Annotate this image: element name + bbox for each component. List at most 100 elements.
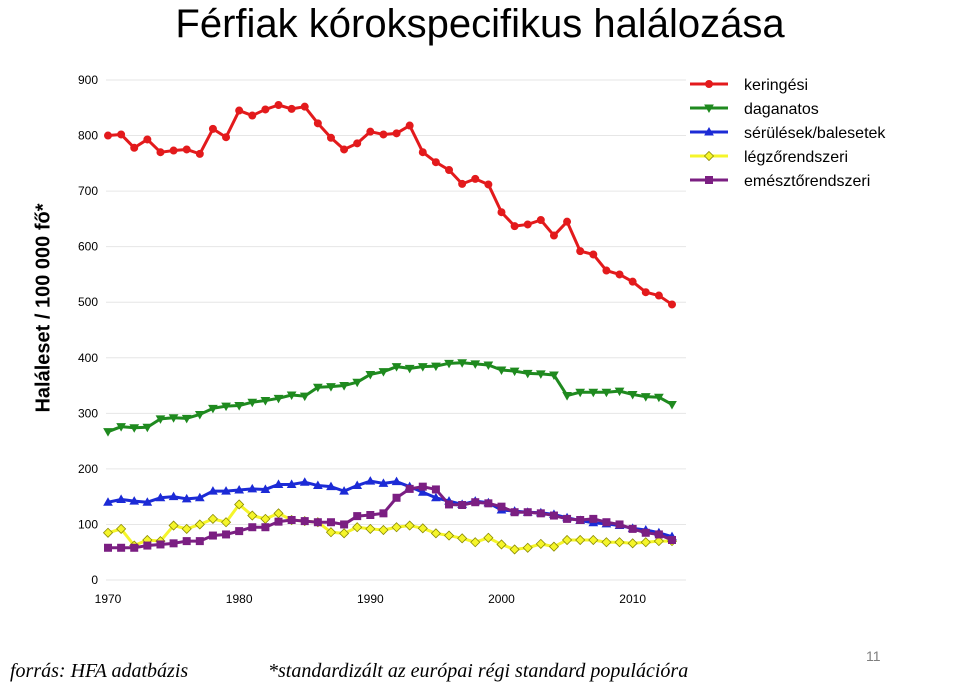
data-point-5-1993 xyxy=(405,484,414,493)
data-point-1-1988 xyxy=(340,145,349,154)
data-point-1-1998 xyxy=(471,174,480,183)
data-point-3-1973 xyxy=(142,497,153,506)
data-point-4-1971 xyxy=(116,523,127,534)
data-point-1-1983 xyxy=(274,101,283,109)
data-point-5-1985 xyxy=(300,517,309,526)
data-point-1-2007 xyxy=(589,250,598,259)
data-point-4-1992 xyxy=(391,522,402,533)
data-point-3-1994 xyxy=(417,487,428,496)
data-point-5-2004 xyxy=(549,511,558,520)
data-point-4-1998 xyxy=(470,537,481,548)
data-point-2-1971 xyxy=(116,423,126,432)
data-point-5-1978 xyxy=(208,531,217,540)
data-point-1-2001 xyxy=(510,222,519,231)
data-point-2-1998 xyxy=(470,360,481,369)
series-5 xyxy=(104,482,676,552)
data-point-3-1982 xyxy=(260,484,271,493)
data-point-4-1989 xyxy=(352,522,363,533)
data-point-3-1977 xyxy=(194,492,205,502)
data-point-2-1987 xyxy=(326,383,336,392)
data-point-2-1986 xyxy=(312,383,323,393)
data-point-1-1980 xyxy=(235,106,244,115)
data-point-5-1972 xyxy=(130,543,139,552)
data-point-4-2009 xyxy=(614,537,625,548)
data-point-1-2013 xyxy=(668,300,676,309)
data-point-5-1971 xyxy=(117,543,126,552)
data-point-5-2001 xyxy=(510,508,519,517)
data-point-2-1991 xyxy=(378,368,389,377)
data-point-1-2002 xyxy=(523,220,532,229)
series-1 xyxy=(104,101,676,309)
data-point-1-2003 xyxy=(536,216,545,224)
data-point-2-2013 xyxy=(667,400,677,410)
data-point-5-1977 xyxy=(195,537,204,546)
data-point-2-1976 xyxy=(181,414,192,424)
legend-label-3: sérülések/balesetek xyxy=(744,125,886,142)
data-point-1-1974 xyxy=(156,148,165,157)
data-point-3-1978 xyxy=(208,486,218,495)
data-point-2-1997 xyxy=(457,359,468,368)
data-point-1-2006 xyxy=(576,247,585,256)
data-point-5-2013 xyxy=(668,536,676,544)
data-point-4-1980 xyxy=(234,499,245,510)
data-point-5-1989 xyxy=(353,512,362,521)
data-point-5-1998 xyxy=(471,498,480,507)
data-point-5-1974 xyxy=(156,540,165,549)
data-point-1-2012 xyxy=(654,291,663,300)
data-point-3-1970 xyxy=(103,497,113,506)
legend: keringési daganatos sérülések/balesetek lég… xyxy=(690,77,886,190)
data-point-5-2002 xyxy=(523,508,532,517)
data-point-1-1973 xyxy=(143,135,152,144)
data-point-2-1982 xyxy=(260,397,271,406)
data-point-3-1991 xyxy=(378,478,389,487)
data-point-2-1978 xyxy=(208,404,218,414)
data-point-1-1989 xyxy=(353,139,362,148)
data-point-1-1993 xyxy=(405,121,414,130)
y-tick-label-200: 200 xyxy=(78,462,98,476)
series-line-1 xyxy=(107,103,673,306)
data-point-1-2011 xyxy=(641,288,650,297)
data-point-1-1970 xyxy=(104,131,112,140)
data-point-2-2001 xyxy=(509,367,520,377)
data-point-2-2007 xyxy=(588,388,599,398)
data-point-4-1999 xyxy=(483,532,494,543)
data-point-4-2012 xyxy=(653,536,664,547)
data-point-5-2009 xyxy=(615,520,624,529)
legend-label-2: daganatos xyxy=(744,101,819,118)
series-2 xyxy=(103,359,677,437)
data-point-2-2012 xyxy=(654,393,664,403)
data-point-2-1981 xyxy=(247,398,258,408)
data-point-2-1992 xyxy=(391,363,402,372)
data-point-2-1980 xyxy=(234,402,245,411)
data-point-2-1974 xyxy=(155,415,166,424)
data-point-2-2005 xyxy=(562,392,572,401)
data-point-5-1990 xyxy=(366,511,375,519)
data-point-5-1997 xyxy=(458,501,467,509)
data-point-3-1992 xyxy=(391,476,402,486)
data-point-5-1996 xyxy=(445,500,454,509)
data-point-5-1987 xyxy=(326,518,335,527)
data-point-5-1994 xyxy=(418,482,427,491)
data-point-3-1975 xyxy=(168,491,179,501)
data-point-4-1976 xyxy=(181,523,192,534)
legend-marker-5 xyxy=(705,176,713,184)
data-point-3-1995 xyxy=(431,492,441,502)
data-point-1-1971 xyxy=(117,130,126,139)
data-point-1-1976 xyxy=(182,145,191,154)
data-point-3-1976 xyxy=(181,493,192,503)
data-point-3-1971 xyxy=(116,494,126,503)
data-point-4-2004 xyxy=(548,541,560,552)
data-point-2-1996 xyxy=(444,359,454,369)
data-point-4-2005 xyxy=(562,534,573,546)
y-tick-label-500: 500 xyxy=(78,295,98,309)
data-point-1-1984 xyxy=(287,104,296,113)
data-point-2-1988 xyxy=(339,382,349,391)
legend-marker-4 xyxy=(703,150,715,162)
data-point-1-1991 xyxy=(379,130,388,139)
data-point-4-2010 xyxy=(627,538,638,549)
data-point-4-1978 xyxy=(207,513,218,524)
data-point-1-2005 xyxy=(563,217,572,226)
y-axis-label: Haláleset / 100 000 fő* xyxy=(32,203,55,413)
legend-label-4: légzőrendszeri xyxy=(744,149,848,166)
